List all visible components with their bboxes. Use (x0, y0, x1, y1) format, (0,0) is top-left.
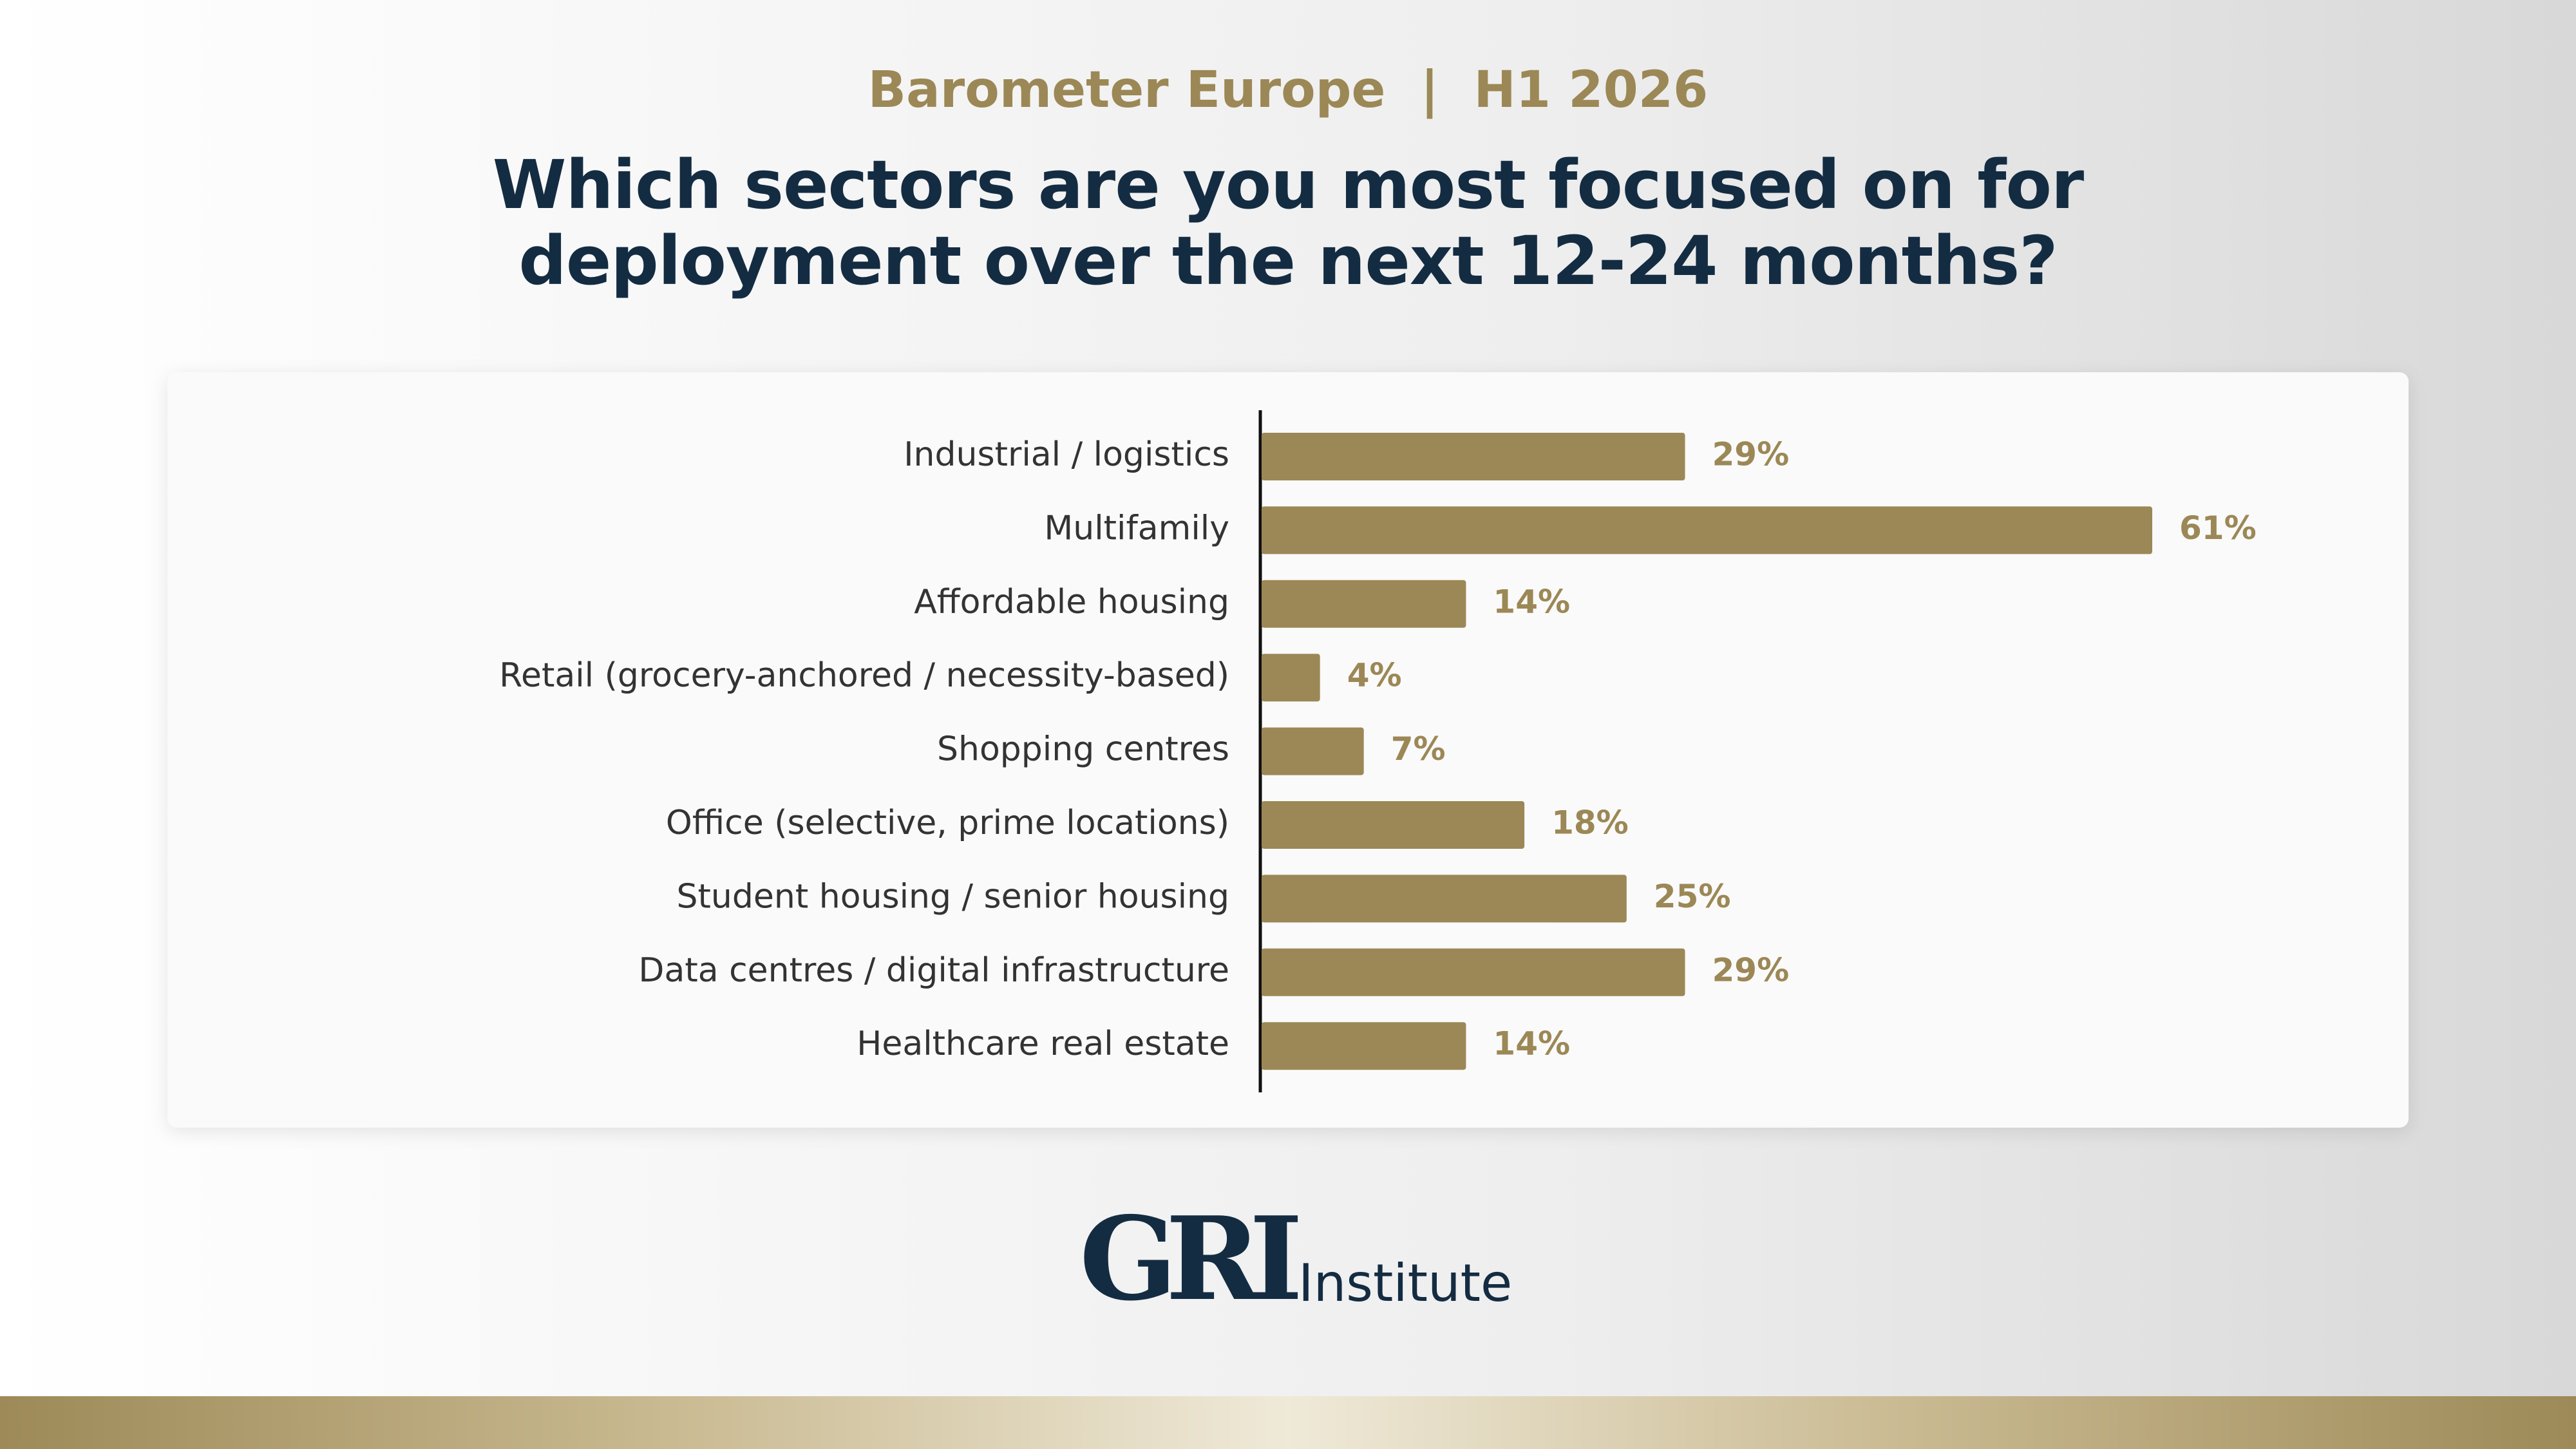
value-label: 4% (1347, 657, 1402, 694)
value-label: 18% (1551, 804, 1629, 842)
chart-card: Industrial / logistics 29% Multifamily 61% A… (167, 372, 2409, 1128)
category-label: Shopping centres (937, 730, 1229, 769)
logo-mark: GRI (1079, 1191, 1303, 1326)
value-label: 7% (1391, 730, 1446, 768)
bar (1262, 875, 1627, 923)
value-label: 14% (1493, 1025, 1570, 1063)
bar (1262, 727, 1364, 775)
bar (1262, 948, 1685, 996)
bar-chart: Industrial / logistics 29% Multifamily 61% A… (499, 410, 2257, 1093)
title-line-2: deployment over the next 12-24 months? (518, 222, 2058, 300)
bar (1262, 801, 1525, 849)
value-label: 25% (1654, 878, 1731, 915)
value-label: 29% (1712, 436, 1789, 473)
bottom-gold-band (0, 1396, 2576, 1449)
category-label: Data centres / digital infrastructure (638, 951, 1229, 990)
category-label: Retail (grocery-anchored / necessity-bas… (499, 656, 1229, 695)
bar (1262, 654, 1320, 702)
bar (1262, 506, 2152, 554)
page-title: Which sectors are you most focused on fo… (0, 147, 2576, 299)
category-label: Multifamily (1044, 509, 1229, 547)
category-label: Industrial / logistics (904, 435, 1229, 474)
category-label: Healthcare real estate (857, 1025, 1229, 1063)
value-label: 29% (1712, 951, 1789, 989)
value-label: 61% (2179, 509, 2257, 547)
bar (1262, 580, 1466, 628)
category-label: Office (selective, prime locations) (666, 804, 1229, 842)
value-label: 14% (1493, 583, 1570, 620)
title-line-1: Which sectors are you most focused on fo… (492, 146, 2084, 224)
supertitle: Barometer Europe | H1 2026 (867, 61, 1709, 119)
bar (1262, 1022, 1466, 1070)
category-label: Affordable housing (914, 583, 1229, 621)
logo-text: Institute (1298, 1253, 1513, 1313)
category-label: Student housing / senior housing (677, 877, 1229, 916)
gri-institute-logo: GRI Institute (1079, 1191, 1512, 1326)
bar (1262, 433, 1685, 480)
